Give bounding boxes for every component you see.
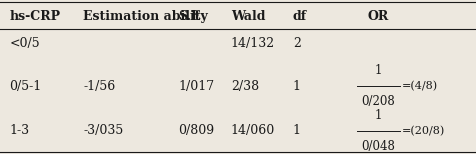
- Text: 0/5-1: 0/5-1: [10, 80, 42, 93]
- Text: <0/5: <0/5: [10, 37, 40, 50]
- Text: 1: 1: [375, 109, 382, 122]
- Text: OR: OR: [368, 10, 389, 23]
- Text: 1: 1: [293, 124, 301, 137]
- Text: df: df: [293, 10, 307, 23]
- Text: =(20/8): =(20/8): [402, 126, 446, 136]
- Text: 1: 1: [293, 80, 301, 93]
- Text: Wald: Wald: [231, 10, 265, 23]
- Text: Estimation ability: Estimation ability: [83, 10, 208, 23]
- Text: 2/38: 2/38: [231, 80, 259, 93]
- Text: 0/048: 0/048: [361, 140, 396, 153]
- Text: 1-3: 1-3: [10, 124, 30, 137]
- Text: 0/809: 0/809: [178, 124, 215, 137]
- Text: -1/56: -1/56: [83, 80, 116, 93]
- Text: 14/132: 14/132: [231, 37, 275, 50]
- Text: 2: 2: [293, 37, 301, 50]
- Text: 0/208: 0/208: [362, 95, 395, 108]
- Text: hs-CRP: hs-CRP: [10, 10, 60, 23]
- Text: 14/060: 14/060: [231, 124, 275, 137]
- Text: 1/017: 1/017: [178, 80, 215, 93]
- Text: 1: 1: [375, 64, 382, 77]
- Text: S.E: S.E: [178, 10, 201, 23]
- Text: -3/035: -3/035: [83, 124, 124, 137]
- Text: =(4/8): =(4/8): [402, 81, 438, 91]
